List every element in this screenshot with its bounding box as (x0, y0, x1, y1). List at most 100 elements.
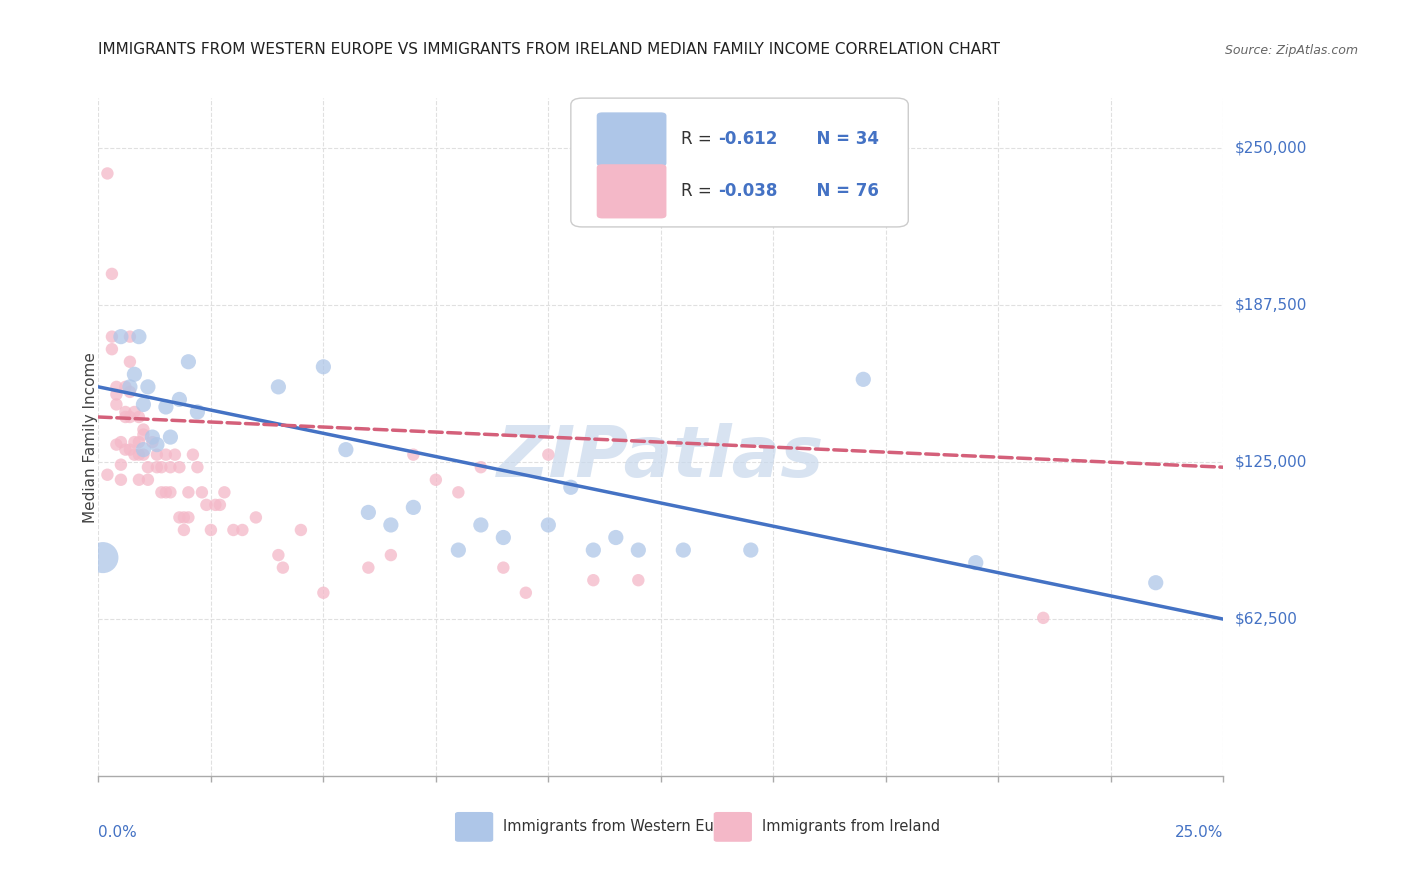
Point (312, 359, 335, 374)
Point (132, 427, 155, 442)
Point (114, 405, 136, 419)
Point (124, 435, 146, 450)
Point (105, 380, 128, 394)
Point (118, 355, 141, 369)
Point (222, 523, 245, 537)
Point (204, 498, 226, 512)
Point (672, 543, 695, 558)
Point (146, 448, 169, 462)
Point (271, 560, 294, 574)
Point (155, 485, 177, 500)
Point (177, 510, 200, 524)
Point (186, 460, 208, 475)
Point (101, 342, 124, 356)
Point (605, 531, 627, 545)
Point (136, 460, 159, 475)
Point (177, 355, 200, 369)
Point (267, 548, 290, 562)
Point (118, 329, 141, 343)
FancyBboxPatch shape (714, 812, 752, 842)
Point (110, 458, 132, 472)
Point (177, 485, 200, 500)
Text: Immigrants from Ireland: Immigrants from Ireland (762, 820, 941, 834)
Point (200, 523, 222, 537)
Text: Immigrants from Western Europe: Immigrants from Western Europe (503, 820, 747, 834)
Point (357, 505, 380, 519)
Point (447, 543, 470, 558)
Point (163, 448, 186, 462)
Point (114, 409, 136, 424)
Point (159, 460, 181, 475)
Point (380, 518, 402, 533)
Point (132, 423, 155, 437)
Point (96, 166, 118, 180)
Point (146, 437, 169, 451)
Point (150, 485, 173, 500)
Point (1032, 611, 1054, 625)
Point (335, 442, 357, 457)
Point (128, 409, 150, 424)
Text: 25.0%: 25.0% (1175, 825, 1223, 840)
Point (155, 400, 177, 414)
Point (357, 560, 380, 574)
Point (110, 473, 132, 487)
Point (150, 460, 173, 475)
Point (124, 405, 146, 419)
Point (118, 409, 141, 424)
Text: $125,000: $125,000 (1234, 455, 1306, 470)
Point (110, 435, 132, 450)
Text: R =: R = (681, 130, 717, 148)
Text: -0.038: -0.038 (718, 182, 778, 201)
Point (380, 548, 402, 562)
Point (470, 460, 492, 475)
Point (402, 448, 425, 462)
Point (181, 448, 204, 462)
Point (105, 387, 128, 401)
Text: ZIPatlas: ZIPatlas (498, 423, 824, 491)
Point (582, 543, 605, 558)
Point (101, 267, 124, 281)
FancyBboxPatch shape (456, 812, 494, 842)
Text: $62,500: $62,500 (1234, 612, 1298, 626)
Point (132, 397, 155, 411)
Text: R =: R = (681, 182, 717, 201)
Point (425, 473, 447, 487)
Point (245, 510, 267, 524)
Point (141, 435, 163, 450)
Point (128, 448, 150, 462)
Point (132, 448, 155, 462)
FancyBboxPatch shape (596, 164, 666, 219)
Point (186, 405, 208, 419)
Point (105, 397, 128, 411)
Point (214, 485, 236, 500)
Point (515, 586, 537, 600)
Point (169, 392, 191, 407)
Point (208, 498, 231, 512)
Point (118, 384, 141, 399)
Point (96, 467, 118, 482)
FancyBboxPatch shape (596, 112, 666, 167)
Point (560, 480, 582, 494)
Point (537, 518, 560, 533)
Point (128, 435, 150, 450)
Point (124, 448, 146, 462)
Point (627, 543, 650, 558)
Point (492, 531, 515, 545)
Point (492, 560, 515, 574)
Point (128, 473, 150, 487)
Point (290, 523, 312, 537)
Point (191, 485, 214, 500)
Point (1144, 575, 1167, 590)
Point (114, 380, 136, 394)
Text: Source: ZipAtlas.com: Source: ZipAtlas.com (1225, 45, 1358, 57)
Point (195, 498, 218, 512)
Point (110, 329, 132, 343)
Point (101, 329, 124, 343)
Point (169, 460, 191, 475)
Text: -0.612: -0.612 (718, 130, 778, 148)
Point (118, 442, 141, 457)
Point (852, 372, 875, 386)
Point (537, 448, 560, 462)
Point (231, 523, 253, 537)
Point (447, 485, 470, 500)
